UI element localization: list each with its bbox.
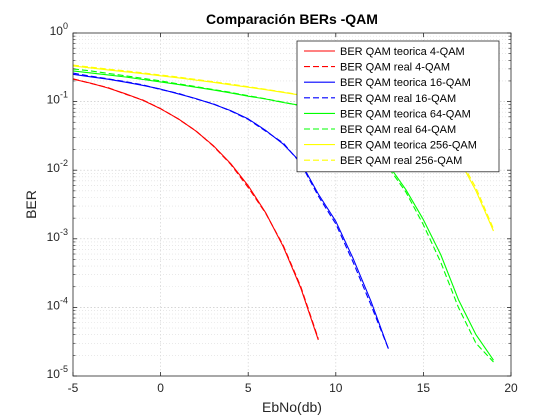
x-tick-label: 10 <box>329 381 343 395</box>
series-line-6 <box>72 68 494 363</box>
x-tick-label: -5 <box>68 381 79 395</box>
legend-entry: BER QAM teorica 64-QAM <box>340 108 471 120</box>
x-axis-title: EbNo(db) <box>262 399 322 415</box>
y-tick-label: 10-1 <box>47 90 68 107</box>
y-tick-label: 10-5 <box>47 364 68 381</box>
x-tick-label: 0 <box>157 381 164 395</box>
y-axis-title: BER <box>23 190 39 219</box>
y-tick-label: 10-3 <box>47 227 68 244</box>
legend-entry: BER QAM teorica 16-QAM <box>340 77 471 89</box>
ticks: -5 0 5 10 15 20 10-5 10-4 10-3 10-2 10-1 100 <box>47 21 518 395</box>
legend-entry: BER QAM real 16-QAM <box>340 93 456 105</box>
x-tick-label: 20 <box>504 381 518 395</box>
legend: BER QAM teorica 4-QAM BER QAM real 4-QAM B… <box>296 40 500 173</box>
legend-box <box>296 40 500 173</box>
grid <box>73 33 511 376</box>
legend-entry: BER QAM real 4-QAM <box>340 62 450 74</box>
series-line-1 <box>72 78 319 341</box>
x-tick-label: 15 <box>417 381 431 395</box>
y-tick-label: 10-4 <box>47 295 68 312</box>
legend-entry: BER QAM real 64-QAM <box>340 124 456 136</box>
legend-entry: BER QAM teorica 4-QAM <box>340 46 465 58</box>
chart-title: Comparación BERs -QAM <box>206 11 378 27</box>
y-tick-label: 10-2 <box>47 158 68 175</box>
legend-entry: BER QAM teorica 256-QAM <box>340 140 477 152</box>
x-tick-label: 5 <box>245 381 252 395</box>
y-tick-label: 100 <box>50 21 68 38</box>
axes-box <box>72 32 512 377</box>
legend-entry: BER QAM real 256-QAM <box>340 155 462 167</box>
series-line-4 <box>72 72 389 349</box>
